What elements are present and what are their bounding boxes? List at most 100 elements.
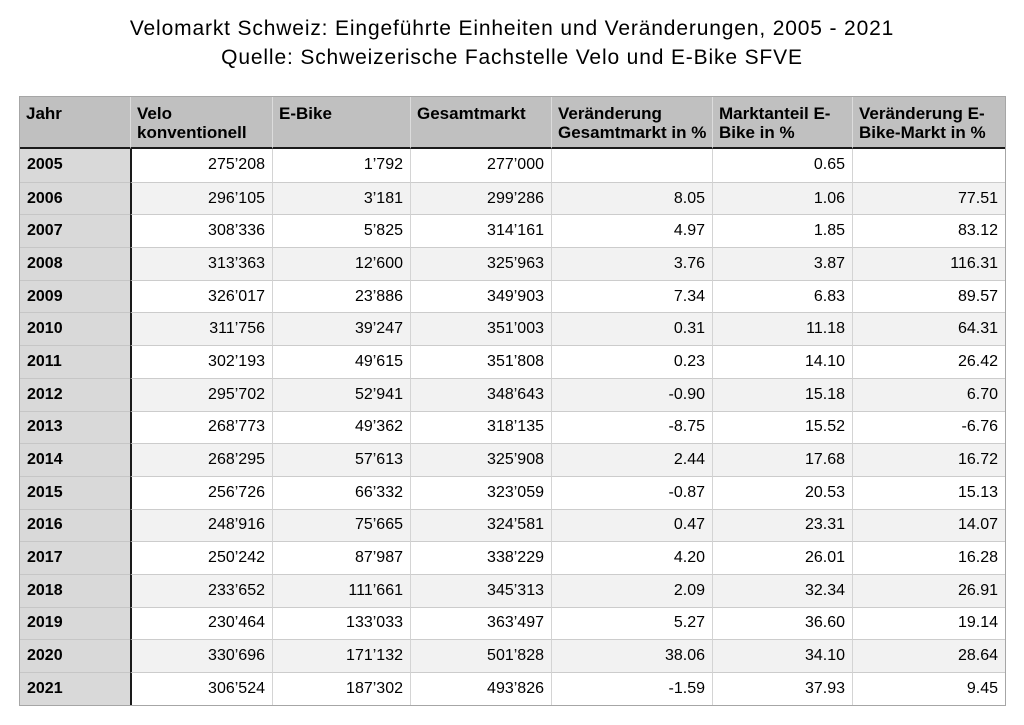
value-cell: 296’105 xyxy=(130,181,272,215)
value-cell: 302’193 xyxy=(130,345,272,378)
value-cell: 325’908 xyxy=(410,443,551,476)
value-cell: 57’613 xyxy=(272,443,410,476)
value-cell: 0.31 xyxy=(551,312,712,346)
value-cell: 1.85 xyxy=(712,214,852,248)
column-header-ver-nderung-e-bike-markt-in: Veränderung E-Bike-Markt in % xyxy=(852,97,1005,149)
value-cell: 338’229 xyxy=(410,541,551,574)
value-cell: 5.27 xyxy=(551,606,712,640)
column-header-marktanteil-e-bike-in: Marktanteil E-Bike in % xyxy=(712,97,852,149)
value-cell: 230’464 xyxy=(130,606,272,640)
value-cell: 20.53 xyxy=(712,475,852,509)
value-cell: 4.97 xyxy=(551,214,712,248)
value-cell: 268’773 xyxy=(130,410,272,444)
value-cell: 8.05 xyxy=(551,181,712,215)
value-cell: 12’600 xyxy=(272,247,410,280)
value-cell: 28.64 xyxy=(852,639,1005,672)
value-cell: 7.34 xyxy=(551,279,712,313)
value-cell: 325’963 xyxy=(410,247,551,280)
value-cell: 32.34 xyxy=(712,573,852,607)
value-cell: 187’302 xyxy=(272,672,410,705)
value-cell xyxy=(852,149,1005,182)
value-cell: 3’181 xyxy=(272,181,410,215)
year-cell: 2010 xyxy=(20,312,130,346)
table-row-2017: 2017 250’242 87’987 338’229 4.20 26.01 16.28 xyxy=(20,541,1005,574)
value-cell: 39’247 xyxy=(272,312,410,346)
table-row-2019: 2019 230’464 133’033 363’497 5.27 36.60 19.14 xyxy=(20,606,1005,640)
velomarkt-table: Jahr Velo konventionell E-Bike Gesamtmarkt V… xyxy=(19,96,1006,706)
value-cell: 17.68 xyxy=(712,443,852,476)
value-cell: 0.23 xyxy=(551,345,712,378)
table-row-2009: 2009 326’017 23’886 349’903 7.34 6.83 89.57 xyxy=(20,279,1005,313)
value-cell: 16.28 xyxy=(852,541,1005,574)
value-cell: 351’003 xyxy=(410,312,551,346)
value-cell: 349’903 xyxy=(410,279,551,313)
year-cell: 2019 xyxy=(20,606,130,640)
value-cell: 311’756 xyxy=(130,312,272,346)
value-cell: 6.83 xyxy=(712,279,852,313)
value-cell: 9.45 xyxy=(852,672,1005,705)
year-cell: 2005 xyxy=(20,149,130,182)
table-row-2007: 2007 308’336 5’825 314’161 4.97 1.85 83.12 xyxy=(20,214,1005,248)
value-cell: -1.59 xyxy=(551,672,712,705)
value-cell: 64.31 xyxy=(852,312,1005,346)
value-cell: 348’643 xyxy=(410,377,551,411)
value-cell: 133’033 xyxy=(272,606,410,640)
value-cell: 34.10 xyxy=(712,639,852,672)
value-cell: 6.70 xyxy=(852,377,1005,411)
table-row-2006: 2006 296’105 3’181 299’286 8.05 1.06 77.51 xyxy=(20,181,1005,215)
year-cell: 2013 xyxy=(20,410,130,444)
year-cell: 2021 xyxy=(20,672,130,705)
value-cell: 326’017 xyxy=(130,279,272,313)
value-cell: -6.76 xyxy=(852,410,1005,444)
value-cell: 314’161 xyxy=(410,214,551,248)
value-cell: 23.31 xyxy=(712,508,852,542)
value-cell: -0.87 xyxy=(551,475,712,509)
value-cell: 23’886 xyxy=(272,279,410,313)
table-row-2014: 2014 268’295 57’613 325’908 2.44 17.68 16.72 xyxy=(20,443,1005,476)
value-cell: 19.14 xyxy=(852,606,1005,640)
table-row-2018: 2018 233’652 111’661 345’313 2.09 32.34 26.91 xyxy=(20,573,1005,607)
value-cell: 493’826 xyxy=(410,672,551,705)
value-cell: 26.01 xyxy=(712,541,852,574)
year-cell: 2009 xyxy=(20,279,130,313)
value-cell: 318’135 xyxy=(410,410,551,444)
year-cell: 2017 xyxy=(20,541,130,574)
year-cell: 2016 xyxy=(20,508,130,542)
column-header-gesamtmarkt: Gesamtmarkt xyxy=(410,97,551,149)
year-cell: 2015 xyxy=(20,475,130,509)
value-cell: 14.10 xyxy=(712,345,852,378)
value-cell: 11.18 xyxy=(712,312,852,346)
value-cell: 37.93 xyxy=(712,672,852,705)
value-cell: 66’332 xyxy=(272,475,410,509)
year-cell: 2007 xyxy=(20,214,130,248)
value-cell: 0.47 xyxy=(551,508,712,542)
year-cell: 2008 xyxy=(20,247,130,280)
value-cell: 77.51 xyxy=(852,181,1005,215)
value-cell: 2.44 xyxy=(551,443,712,476)
value-cell: 87’987 xyxy=(272,541,410,574)
value-cell: 256’726 xyxy=(130,475,272,509)
value-cell: 15.13 xyxy=(852,475,1005,509)
value-cell: 4.20 xyxy=(551,541,712,574)
table-row-2020: 2020 330’696 171’132 501’828 38.06 34.10 28.64 xyxy=(20,639,1005,672)
table-row-2016: 2016 248’916 75’665 324’581 0.47 23.31 14.07 xyxy=(20,508,1005,542)
table-row-2008: 2008 313’363 12’600 325’963 3.76 3.87 116.31 xyxy=(20,247,1005,280)
value-cell: 306’524 xyxy=(130,672,272,705)
table-row-2010: 2010 311’756 39’247 351’003 0.31 11.18 64.31 xyxy=(20,312,1005,346)
value-cell: 3.87 xyxy=(712,247,852,280)
value-cell: 111’661 xyxy=(272,573,410,607)
table-row-2011: 2011 302’193 49’615 351’808 0.23 14.10 26.42 xyxy=(20,345,1005,378)
value-cell: 250’242 xyxy=(130,541,272,574)
value-cell: 308’336 xyxy=(130,214,272,248)
title-block: Velomarkt Schweiz: Eingeführte Einheiten… xyxy=(0,0,1024,72)
value-cell: 1.06 xyxy=(712,181,852,215)
page-subtitle: Quelle: Schweizerische Fachstelle Velo u… xyxy=(221,45,803,69)
table-row-2005: 2005 275’208 1’792 277’000 0.65 xyxy=(20,149,1005,182)
value-cell: 233’652 xyxy=(130,573,272,607)
value-cell: 3.76 xyxy=(551,247,712,280)
value-cell: 15.18 xyxy=(712,377,852,411)
value-cell: -8.75 xyxy=(551,410,712,444)
table-row-2012: 2012 295’702 52’941 348’643 -0.90 15.18 6.70 xyxy=(20,377,1005,411)
value-cell: 0.65 xyxy=(712,149,852,182)
column-header-velo-konventionell: Velo konventionell xyxy=(130,97,272,149)
